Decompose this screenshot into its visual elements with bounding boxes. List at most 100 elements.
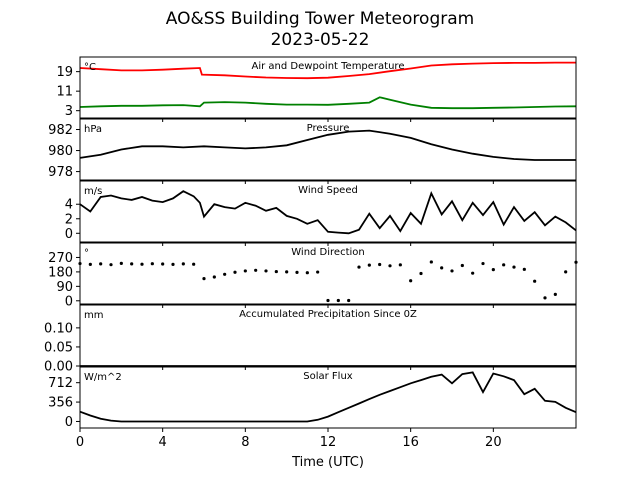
wind_dir-point <box>119 261 123 265</box>
x-tick-label: 8 <box>241 435 249 450</box>
precip-title: Accumulated Precipitation Since 0Z <box>239 309 417 320</box>
temp-unit: °C <box>84 62 96 73</box>
x-axis-label: Time (UTC) <box>291 455 364 470</box>
wind_dir-point <box>192 262 196 266</box>
panel-wind_speed: 420 m/s Wind Speed <box>65 180 577 246</box>
wind_dir-point <box>460 263 464 268</box>
wind_speed-ytick-label: 4 <box>65 198 73 213</box>
wind_dir-point <box>274 269 278 274</box>
wind_dir-point <box>88 262 92 266</box>
wind_dir-point <box>150 262 154 266</box>
solar-ytick-label: 0 <box>65 415 73 430</box>
wind_dir-point <box>181 262 185 266</box>
x-tick-label: 20 <box>485 435 502 450</box>
wind_dir-title: Wind Direction <box>291 247 365 258</box>
chart-subtitle: 2023-05-22 <box>271 30 370 50</box>
temp-ytick-label: 19 <box>56 65 73 80</box>
wind_dir-point <box>419 271 423 276</box>
precip-ytick-label: 0.05 <box>44 340 73 355</box>
wind_dir-ytick-label: 0 <box>65 294 73 309</box>
panel-pressure: 982 980 978 hPa Pressure <box>48 118 577 184</box>
precip-ytick-label: 0.10 <box>44 321 73 336</box>
pressure-ytick-label: 982 <box>48 123 73 138</box>
wind_dir-point <box>326 298 330 303</box>
wind_dir-point <box>367 263 371 267</box>
wind_dir-point <box>481 261 485 266</box>
wind_dir-point <box>264 269 268 273</box>
panel-solar: 712 356 0 W/m^2 Solar Flux <box>48 366 577 432</box>
wind_dir-ytick-label: 180 <box>48 265 73 280</box>
wind_dir-point <box>109 263 113 267</box>
x-tick-label: 0 <box>76 435 84 450</box>
wind_dir-point <box>233 270 237 274</box>
solar-ytick-label: 356 <box>48 396 73 411</box>
wind_dir-point <box>543 296 547 300</box>
wind_speed-ytick-label: 2 <box>65 212 73 227</box>
wind_dir-point <box>388 264 392 268</box>
pressure-ytick-label: 980 <box>48 144 73 159</box>
wind_dir-point <box>99 262 103 266</box>
wind_dir-point <box>471 271 475 275</box>
wind_dir-point <box>522 267 526 271</box>
chart-title: AO&SS Building Tower Meteorogram <box>166 9 474 29</box>
wind_dir-point <box>316 270 320 274</box>
precip-unit: mm <box>84 310 103 321</box>
precip-ytick-label: 0.00 <box>44 360 73 375</box>
temp-ytick-label: 3 <box>65 104 73 119</box>
pressure-title: Pressure <box>307 123 350 134</box>
wind_dir-point <box>130 262 134 266</box>
wind_dir-point <box>491 268 495 272</box>
wind_dir-point <box>336 298 340 303</box>
wind_dir-point <box>450 269 454 273</box>
wind_dir-point <box>347 298 351 303</box>
pressure-series-line-0 <box>79 129 576 161</box>
solar-ytick-label: 712 <box>48 376 73 391</box>
wind_speed-unit: m/s <box>84 186 102 197</box>
solar-unit: W/m^2 <box>84 372 122 383</box>
wind_dir-point <box>533 279 537 283</box>
wind_dir-point <box>357 265 361 269</box>
wind_dir-point <box>553 292 557 296</box>
wind_speed-title: Wind Speed <box>298 185 358 196</box>
wind_dir-point <box>440 266 444 270</box>
solar-series-line-0 <box>79 371 577 423</box>
wind_speed-ytick-label: 0 <box>65 227 73 242</box>
temp-series-line-0 <box>79 61 576 80</box>
wind_speed-series-line-0 <box>79 190 577 235</box>
wind_dir-point <box>202 277 206 281</box>
wind_dir-point <box>140 262 144 266</box>
wind_dir-point <box>305 271 309 275</box>
wind_dir-point <box>212 275 216 279</box>
x-tick-label: 4 <box>159 435 167 450</box>
wind_dir-point <box>409 279 413 283</box>
panel-precip: 0.10 0.05 0.00 mm Accumulated Precipitation … <box>44 304 577 375</box>
wind_dir-point <box>378 262 382 267</box>
wind_dir-point <box>285 270 289 274</box>
wind_dir-point <box>254 268 258 272</box>
wind_dir-ytick-label: 90 <box>56 280 73 295</box>
wind_dir-point <box>243 269 247 273</box>
wind_dir-point <box>564 270 568 274</box>
temp-ytick-label: 11 <box>56 85 73 100</box>
wind_dir-point <box>161 262 165 266</box>
temp-series-line-1 <box>79 96 577 110</box>
wind_dir-point <box>502 263 506 267</box>
solar-title: Solar Flux <box>303 371 353 382</box>
wind_dir-point <box>398 263 402 267</box>
wind_dir-point <box>223 272 227 276</box>
x-tick-label: 16 <box>402 435 419 450</box>
panel-temp: 19 11 3 °C Air and Dewpoint Temperature <box>56 56 577 122</box>
wind_dir-point <box>512 265 516 269</box>
temp-title: Air and Dewpoint Temperature <box>252 61 405 72</box>
pressure-ytick-label: 978 <box>48 165 73 180</box>
wind_dir-point <box>295 270 299 274</box>
wind_dir-ytick-label: 270 <box>48 251 73 266</box>
wind_dir-point <box>429 260 433 264</box>
pressure-unit: hPa <box>84 124 102 135</box>
x-axis: 0 4 8 12 16 20 <box>76 435 502 450</box>
wind_dir-unit: ° <box>84 248 89 259</box>
x-tick-label: 12 <box>320 435 337 450</box>
